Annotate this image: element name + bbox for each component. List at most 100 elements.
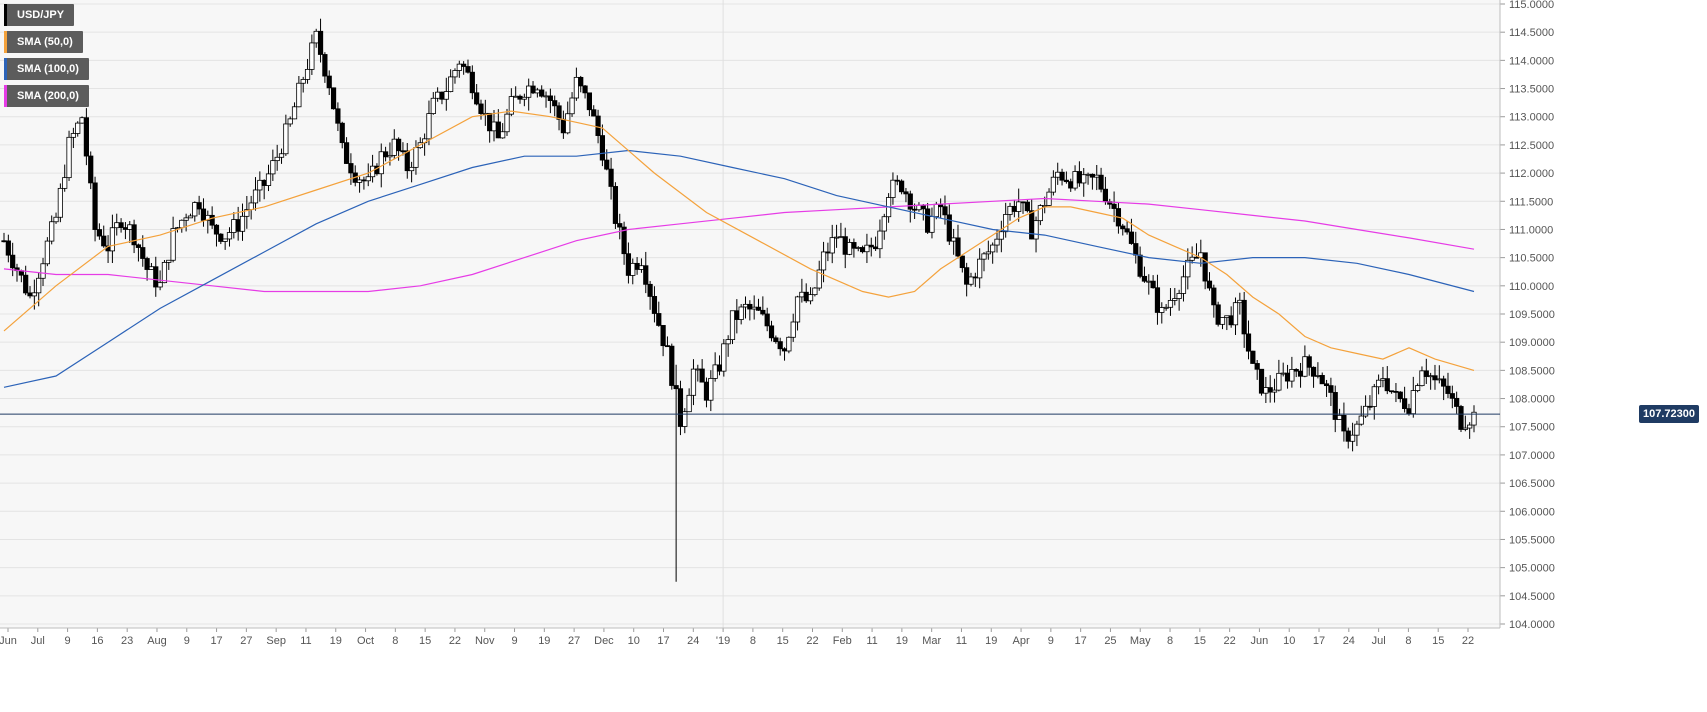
candle-body <box>1167 300 1174 308</box>
candle-body <box>578 76 584 87</box>
candle-body <box>1354 423 1360 436</box>
candle-body <box>942 206 948 216</box>
candle-body <box>1154 287 1161 313</box>
legend-swatch-sma50 <box>4 31 7 53</box>
candle-body <box>677 388 684 427</box>
candle-body <box>820 251 827 271</box>
candle-body <box>521 96 527 100</box>
candle-body <box>161 261 168 284</box>
x-tick-label: 15 <box>1432 635 1444 647</box>
candle-body <box>660 325 666 347</box>
candle-body <box>586 92 592 111</box>
candle-body <box>539 89 545 97</box>
candle-body <box>543 95 549 98</box>
candle-body <box>864 244 870 253</box>
candle-body <box>768 325 775 339</box>
candle-body <box>894 179 900 182</box>
candle-body <box>573 76 579 99</box>
candle-body <box>1102 188 1109 203</box>
candle-body <box>1202 252 1208 282</box>
candle-body <box>1436 378 1442 381</box>
legend-item-sma50[interactable]: SMA (50,0) <box>4 31 83 53</box>
x-tick-label: Oct <box>357 635 374 647</box>
x-tick-label: Mar <box>922 635 941 647</box>
candle-body <box>751 306 757 310</box>
legend-item-sma100[interactable]: SMA (100,0) <box>4 58 89 80</box>
legend-item-usdjpy[interactable]: USD/JPY <box>4 4 75 26</box>
candle-body <box>1393 390 1399 393</box>
candle-body <box>1462 427 1468 430</box>
candle-body <box>66 136 72 179</box>
candle-body <box>209 214 215 226</box>
candle-body <box>1315 375 1321 377</box>
candle-body <box>313 30 319 44</box>
candle-body <box>1089 173 1096 178</box>
candle-body <box>964 267 970 285</box>
x-tick-label: Jul <box>1372 635 1386 647</box>
candle-body <box>972 276 978 279</box>
candle-body <box>912 208 918 211</box>
candle-body <box>1042 205 1048 207</box>
candle-body <box>1055 171 1061 178</box>
candle-body <box>1332 392 1338 420</box>
y-tick-label: 112.0000 <box>1509 168 1554 180</box>
candle-body <box>560 118 566 134</box>
candle-body <box>1419 370 1425 387</box>
y-tick-label: 107.5000 <box>1509 422 1555 434</box>
candle-body <box>716 364 723 372</box>
candles <box>1 18 1477 582</box>
candle-body <box>1241 299 1247 335</box>
x-tick-label: 22 <box>449 635 461 647</box>
candle-body <box>114 222 120 229</box>
candle-body <box>530 85 536 94</box>
candle-body <box>781 348 788 352</box>
candle-body <box>881 216 887 232</box>
candle-body <box>1024 201 1030 212</box>
candle-body <box>1284 372 1291 382</box>
x-tick-label: 11 <box>866 635 877 647</box>
legend-swatch-usdjpy <box>4 4 7 26</box>
candle-body <box>1011 205 1017 212</box>
x-tick-label: 17 <box>1313 635 1325 647</box>
candle-body <box>1358 415 1364 425</box>
sma-50-line <box>3 110 1475 371</box>
candle-body <box>75 122 81 134</box>
candle-body <box>1380 378 1386 381</box>
candle-body <box>1 240 7 243</box>
candle-body <box>1328 385 1334 393</box>
x-tick-label: 25 <box>1104 635 1116 647</box>
y-tick-label: 111.5000 <box>1509 196 1553 208</box>
x-tick-label: Feb <box>833 635 852 647</box>
x-tick-label: 19 <box>896 635 908 647</box>
candle-body <box>1428 375 1434 378</box>
y-tick-label: 114.0000 <box>1509 55 1554 67</box>
candle-body <box>699 368 705 383</box>
legend-item-sma200[interactable]: SMA (200,0) <box>4 85 89 107</box>
candle-body <box>599 135 606 161</box>
y-tick-label: 113.5000 <box>1509 84 1554 96</box>
candle-body <box>872 246 879 250</box>
candle-body <box>257 179 263 191</box>
candle-body <box>946 214 952 242</box>
candle-body <box>1263 387 1269 394</box>
candle-body <box>1137 254 1143 277</box>
candle-body <box>36 277 42 294</box>
candle-body <box>166 259 172 263</box>
candle-body <box>148 266 155 270</box>
candle-body <box>23 274 29 294</box>
candle-body <box>196 202 202 210</box>
x-tick-label: 8 <box>392 635 398 647</box>
candle-body <box>10 254 16 269</box>
candle-body <box>361 179 367 182</box>
x-tick-label: 22 <box>1462 635 1474 647</box>
candle-body <box>131 224 137 246</box>
y-tick-label: 113.0000 <box>1509 112 1554 124</box>
candle-body <box>101 235 107 247</box>
candle-body <box>83 117 89 157</box>
candle-body <box>1367 405 1373 408</box>
candle-body <box>5 240 11 256</box>
candle-body <box>1402 398 1408 410</box>
x-tick-label: 22 <box>806 635 818 647</box>
candle-body <box>773 337 779 343</box>
